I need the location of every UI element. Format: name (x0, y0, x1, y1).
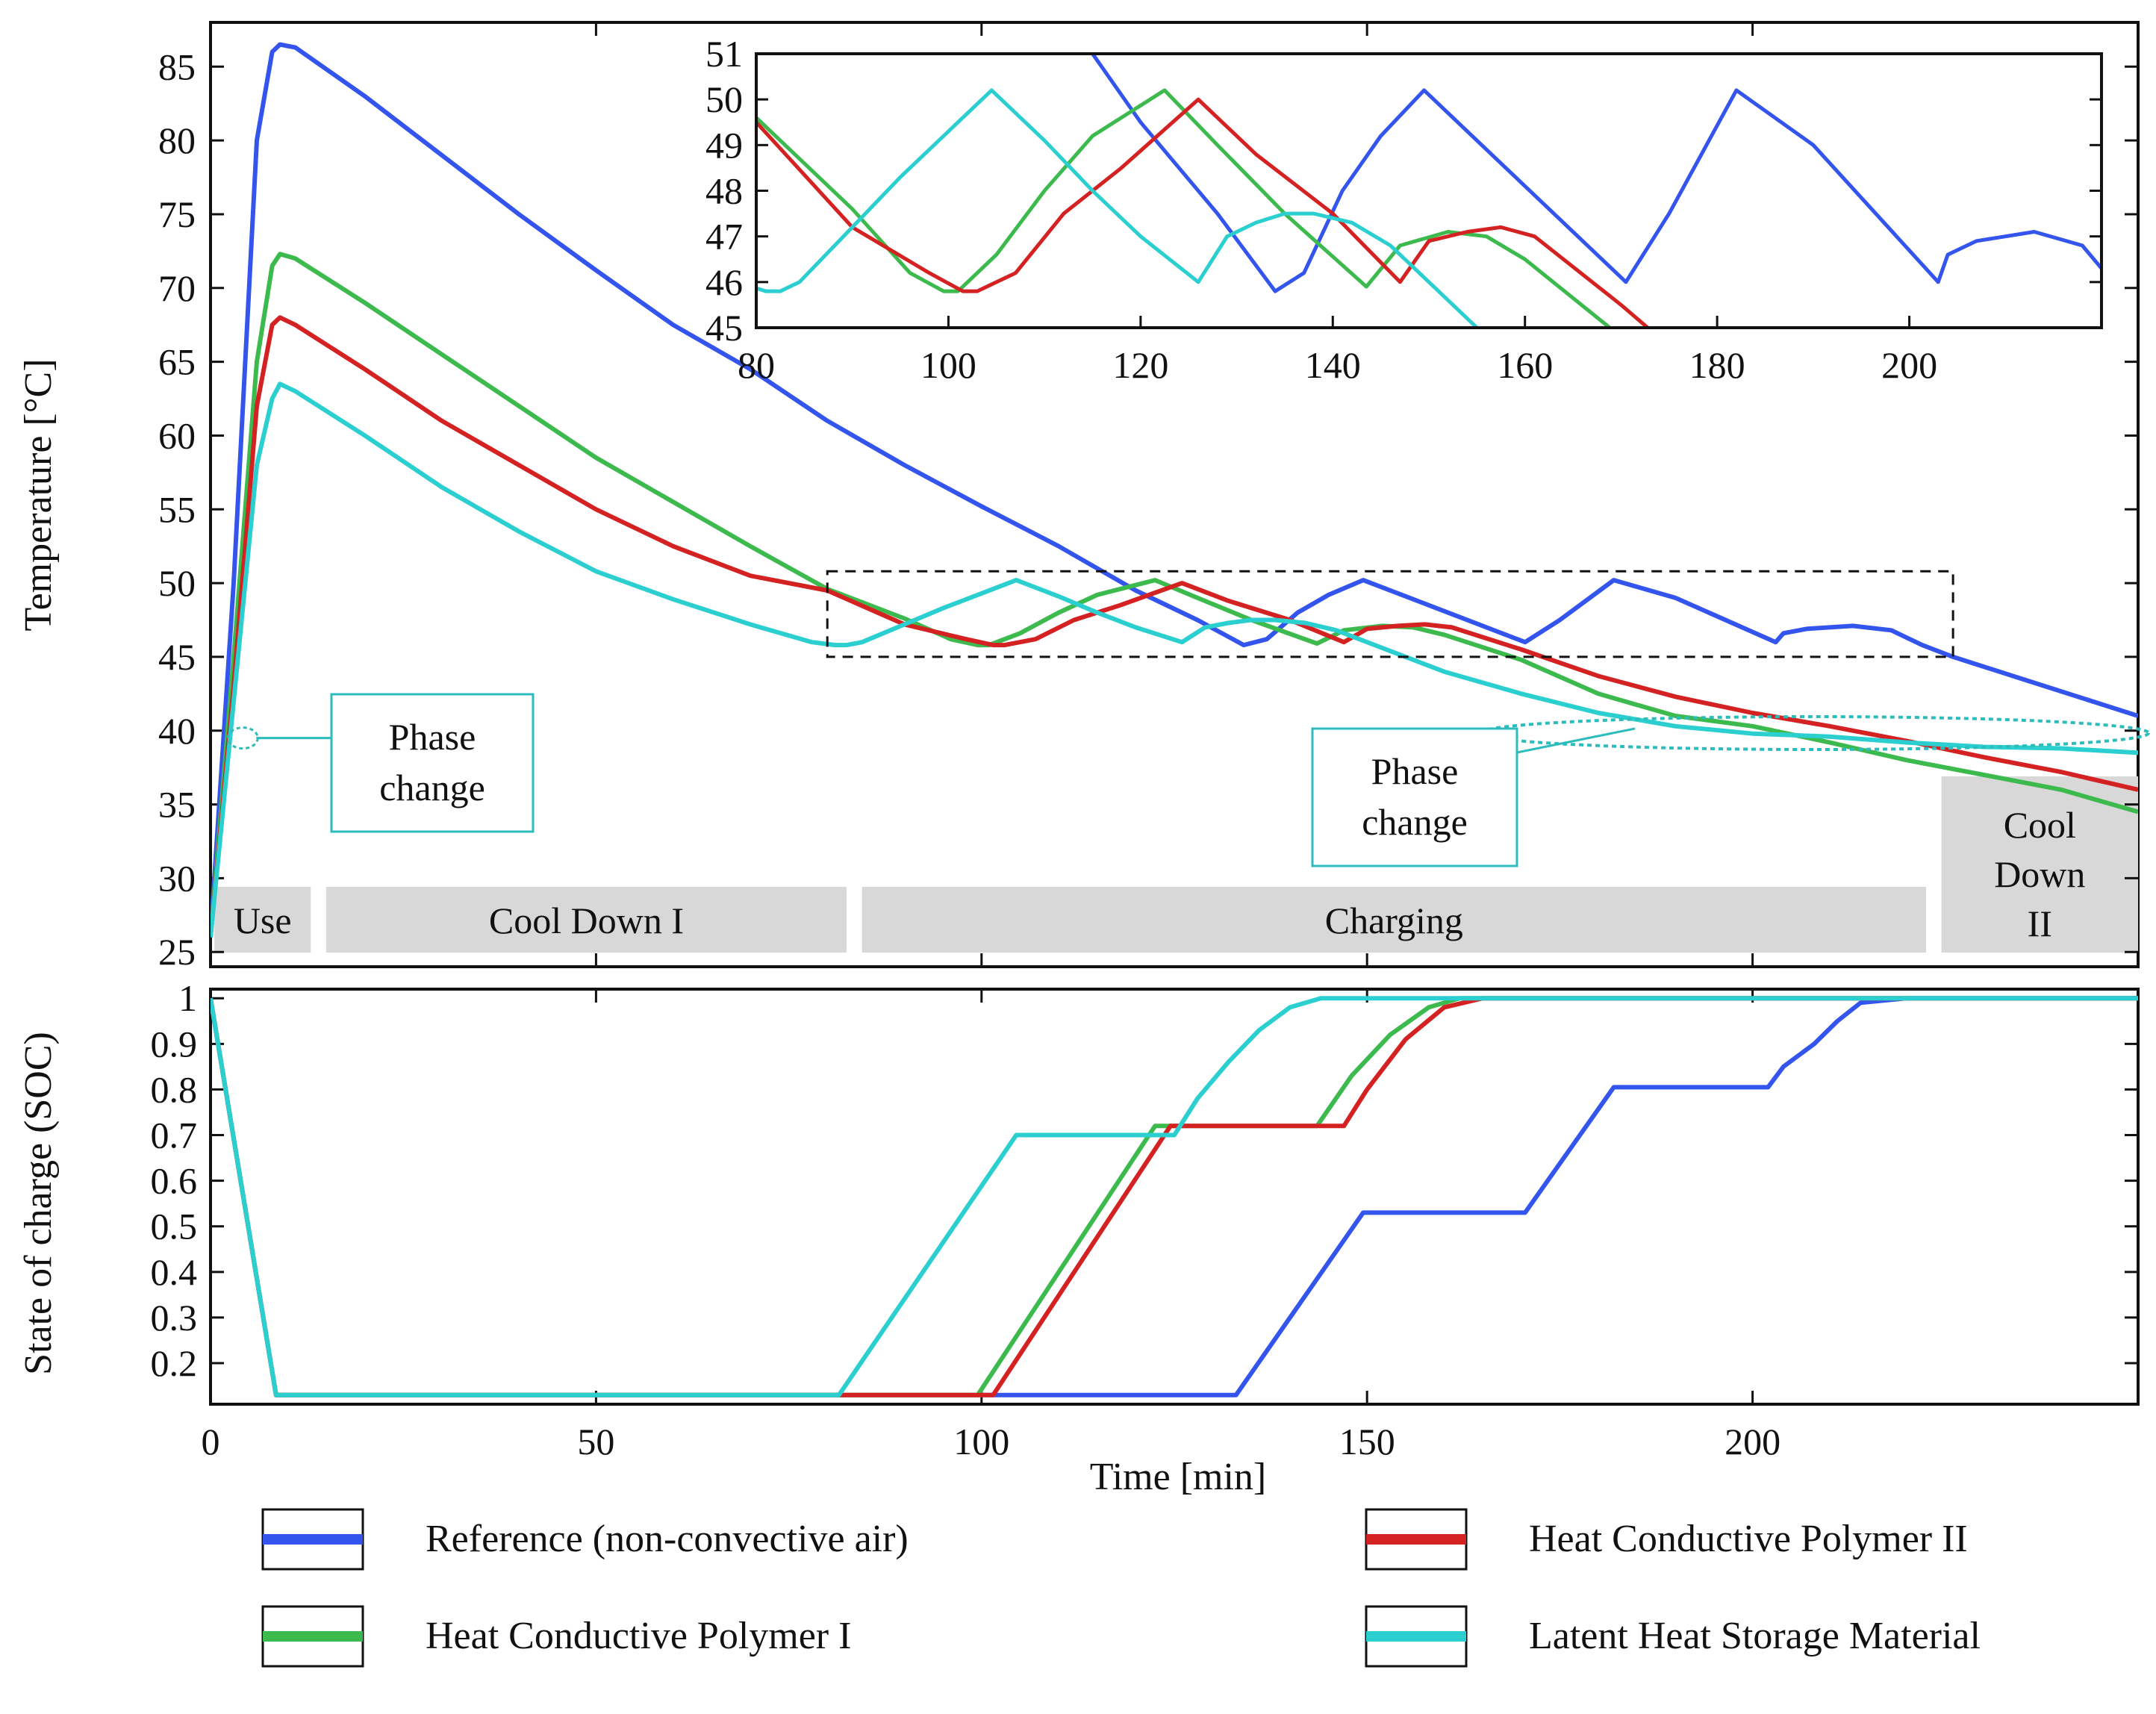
legend-label-polymer1: Heat Conductive Polymer I (426, 1615, 851, 1657)
inset-xtick-label-5: 180 (1689, 344, 1745, 386)
phase-label-3-0: Cool (2004, 804, 2076, 846)
time-axis-label: Time [min] (1090, 1456, 1266, 1498)
temperature-panel: Use Cool Down I Charging Cool Down II 25 30 35 4… (17, 21, 2150, 973)
phase-band-1 (325, 887, 847, 953)
soc-line-reference (211, 996, 2138, 1397)
soc-line-polymer2 (211, 996, 2138, 1397)
inset-xtick-label-1: 100 (920, 344, 976, 386)
phase-change-text-0-1: change (379, 767, 485, 808)
soc-panel: 0.20.30.40.50.60.7 0.80.91 0 50 100 150 200 St… (17, 977, 2140, 1498)
top-ytick-label-10: 75 (158, 193, 196, 235)
top-ytick-label-4: 45 (158, 636, 196, 678)
top-ytick-label-5: 50 (158, 562, 196, 604)
soc-xtick-label-0: 0 (202, 1421, 220, 1462)
soc-ytick-label-7: 0.9 (151, 1023, 198, 1065)
phase-change-box-0 (330, 693, 535, 833)
soc-ytick-label-6: 0.8 (151, 1068, 198, 1110)
phase-change-text-1-1: change (1362, 801, 1468, 843)
temperature-line-polymer1 (211, 252, 2138, 938)
top-ytick-label-11: 80 (158, 119, 196, 161)
inset-ytick-label-6: 51 (705, 33, 743, 75)
inset-ytick-label-3: 48 (705, 170, 743, 212)
inset-ytick-label-5: 50 (705, 78, 743, 120)
phase-label-1: Cool Down I (489, 900, 684, 941)
phase-change-box-1 (1311, 727, 1518, 867)
soc-ytick-label-1: 0.3 (151, 1297, 198, 1339)
soc-ytick-label-3: 0.5 (151, 1206, 198, 1247)
top-ytick-label-8: 65 (158, 341, 196, 383)
legend: Reference (non-convective air) Heat Condu… (261, 1508, 1981, 1668)
top-ytick-label-12: 85 (158, 46, 196, 87)
soc-xtick-label-2: 100 (953, 1421, 1009, 1462)
top-ytick-label-0: 25 (158, 931, 196, 973)
inset-ytick-label-2: 47 (705, 216, 743, 258)
inset-xtick-label-0: 80 (738, 344, 775, 386)
top-ytick-label-3: 40 (158, 710, 196, 752)
soc-ytick-label-5: 0.7 (151, 1115, 198, 1156)
soc-line-latent (211, 996, 2138, 1397)
zoom-region-box (826, 570, 1954, 658)
legend-label-polymer2: Heat Conductive Polymer II (1529, 1518, 1968, 1560)
inset-line-polymer2 (756, 97, 1651, 328)
soc-plot-frame (209, 988, 2140, 1406)
inset-ytick-label-1: 46 (705, 261, 743, 303)
phase-label-0: Use (234, 900, 292, 941)
inset-xtick-label-4: 160 (1497, 344, 1553, 386)
soc-ytick-label-2: 0.4 (151, 1251, 198, 1293)
inset-ytick-label-0: 45 (705, 307, 743, 349)
temperature-line-polymer2 (211, 315, 2138, 938)
temperature-plot-frame (209, 21, 2140, 968)
phase-change-marker-1 (1478, 715, 2150, 751)
phase-change-text-1-0: Phase (1371, 750, 1459, 792)
top-ytick-label-2: 35 (158, 784, 196, 826)
soc-xtick-label-3: 150 (1339, 1421, 1395, 1462)
soc-ytick-label-0: 0.2 (151, 1342, 198, 1384)
legend-label-reference: Reference (non-convective air) (426, 1518, 909, 1560)
phase-label-3-2: II (2028, 903, 2052, 944)
top-ytick-label-7: 60 (158, 414, 196, 456)
soc-line-polymer1 (211, 996, 2138, 1397)
top-ytick-label-6: 55 (158, 488, 196, 530)
phase-change-leader-1 (1516, 727, 1636, 754)
inset-xtick-label-3: 140 (1305, 344, 1361, 386)
phase-label-2: Charging (1325, 900, 1463, 941)
phase-label-3-1: Down (1994, 853, 2085, 895)
phase-band-0 (214, 887, 311, 953)
top-ytick-label-1: 30 (158, 857, 196, 899)
phase-band-3 (1941, 776, 2138, 953)
phase-change-text-0-0: Phase (389, 716, 476, 758)
legend-label-latent: Latent Heat Storage Material (1529, 1615, 1981, 1657)
phase-band-2 (862, 887, 1926, 953)
inset-ytick-label-4: 49 (705, 124, 743, 166)
soc-ytick-label-4: 0.6 (151, 1160, 198, 1202)
soc-axis-label: State of charge (SOC) (17, 1032, 60, 1375)
inset-line-latent (756, 88, 1480, 328)
inset-line-polymer1 (756, 88, 1613, 328)
top-ytick-label-9: 70 (158, 267, 196, 309)
inset-xtick-label-6: 200 (1881, 344, 1937, 386)
soc-xtick-label-4: 200 (1725, 1421, 1780, 1462)
inset-xtick-label-2: 120 (1112, 344, 1168, 386)
temperature-line-reference (211, 42, 2138, 938)
soc-ytick-label-8: 1 (178, 977, 197, 1019)
soc-xtick-label-1: 50 (577, 1421, 614, 1462)
temperature-line-latent (211, 381, 2138, 938)
phase-change-marker-0 (226, 726, 259, 750)
inset-line-reference (1090, 54, 2102, 293)
temperature-axis-label: Temperature [°C] (17, 358, 60, 631)
